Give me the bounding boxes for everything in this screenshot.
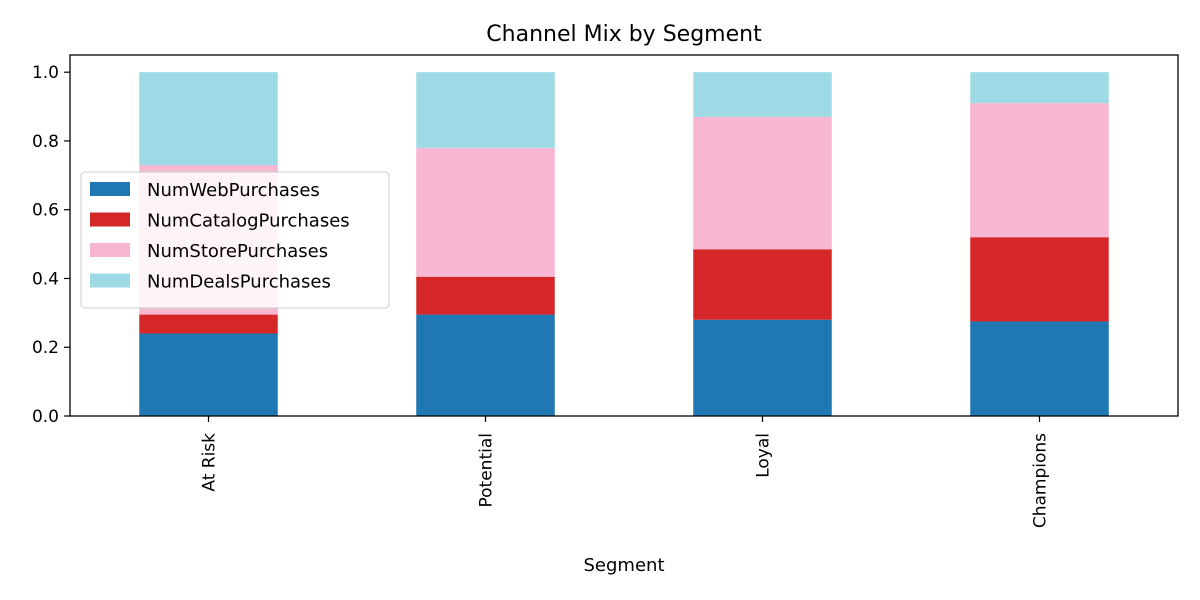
y-tick-label: 0.2 bbox=[32, 338, 59, 358]
legend-swatch bbox=[90, 212, 130, 227]
bar-loyal-NumCatalogPurchases bbox=[693, 249, 832, 320]
legend-entry: NumCatalogPurchases bbox=[147, 211, 350, 232]
y-tick-label: 0.4 bbox=[32, 269, 59, 289]
bar-potential-NumStorePurchases bbox=[416, 147, 555, 277]
bar-loyal-NumStorePurchases bbox=[693, 116, 832, 250]
legend-entry: NumDealsPurchases bbox=[147, 272, 331, 293]
y-tick-label: 0.6 bbox=[32, 201, 59, 221]
y-tick-label: 0.8 bbox=[32, 132, 59, 152]
legend-entry: NumWebPurchases bbox=[147, 180, 320, 201]
y-axis: 0.0 0.2 0.4 0.6 0.8 1.0 bbox=[32, 63, 70, 427]
x-tick-label: Champions bbox=[1031, 433, 1051, 528]
x-tick-label: Loyal bbox=[754, 433, 774, 478]
legend-swatch bbox=[90, 182, 130, 196]
y-tick-label: 1.0 bbox=[32, 63, 59, 83]
bar-at-risk-NumCatalogPurchases bbox=[139, 314, 278, 334]
bar-potential-NumDealsPurchases bbox=[416, 72, 555, 148]
bar-champions-NumWebPurchases bbox=[970, 321, 1109, 416]
bar-champions-NumDealsPurchases bbox=[970, 72, 1109, 104]
x-tick-label: At Risk bbox=[200, 433, 220, 492]
bar-at-risk-NumDealsPurchases bbox=[139, 72, 278, 166]
legend-swatch bbox=[90, 273, 130, 288]
x-tick-label: Potential bbox=[477, 433, 497, 507]
legend: NumWebPurchases NumCatalogPurchases NumSto… bbox=[80, 171, 390, 309]
bar-at-risk-NumWebPurchases bbox=[139, 333, 278, 416]
bar-champions-NumCatalogPurchases bbox=[970, 237, 1109, 322]
y-tick-label: 0.0 bbox=[32, 407, 59, 427]
chart-title: Channel Mix by Segment bbox=[486, 22, 762, 47]
bar-champions-NumStorePurchases bbox=[970, 103, 1109, 238]
legend-swatch bbox=[90, 243, 130, 257]
x-axis: At Risk Potential Loyal Champions bbox=[200, 416, 1051, 528]
legend-entry: NumStorePurchases bbox=[147, 241, 328, 262]
bar-potential-NumCatalogPurchases bbox=[416, 276, 555, 315]
bar-loyal-NumDealsPurchases bbox=[693, 72, 832, 117]
bar-potential-NumWebPurchases bbox=[416, 314, 555, 416]
plot-frame bbox=[69, 54, 1179, 417]
legend-frame bbox=[80, 171, 390, 309]
x-axis-label: Segment bbox=[584, 555, 665, 576]
bar-loyal-NumWebPurchases bbox=[693, 319, 832, 416]
